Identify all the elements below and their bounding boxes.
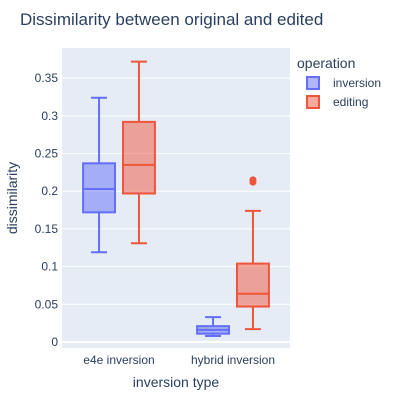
outlier-point: [249, 176, 257, 184]
chart-title: Dissimilarity between original and edite…: [20, 10, 323, 29]
y-tick-label: 0.05: [35, 297, 59, 311]
boxes: [82, 60, 270, 337]
box-editing-e4e-inversion: [121, 60, 156, 245]
y-tick-label: 0.15: [35, 222, 59, 236]
legend-label: editing: [333, 95, 368, 109]
box-inversion-hybrid-inversion: [196, 316, 231, 337]
y-tick-label: 0.1: [41, 260, 58, 274]
y-axis-title: dissimilarity: [4, 162, 20, 234]
x-tick-label: e4e inversion: [83, 353, 154, 367]
y-tick-label: 0: [51, 335, 58, 349]
x-tick-label: hybrid inversion: [191, 353, 275, 367]
box-editing-hybrid-inversion: [235, 176, 270, 331]
y-tick-label: 0.35: [35, 71, 59, 85]
iqr-box: [235, 262, 270, 308]
legend-item-editing: editing: [306, 95, 368, 109]
legend-title: operation: [297, 55, 355, 71]
legend-item-inversion: inversion: [306, 76, 381, 90]
y-tick-label: 0.2: [41, 184, 58, 198]
iqr-box: [82, 162, 117, 214]
y-tick-label: 0.3: [41, 109, 58, 123]
y-tick-label: 0.25: [35, 147, 59, 161]
legend-label: inversion: [333, 76, 381, 90]
box-inversion-e4e-inversion: [82, 96, 117, 254]
x-axis-ticks: e4e inversion hybrid inversion: [83, 353, 275, 367]
legend-swatch: [306, 95, 320, 109]
y-axis-ticks: 0 0.05 0.1 0.15 0.2 0.25 0.3 0.35: [35, 71, 59, 349]
iqr-box: [121, 120, 156, 195]
x-axis-title: inversion type: [133, 374, 220, 390]
legend: operation inversion editing: [297, 55, 381, 109]
legend-swatch: [306, 76, 320, 90]
